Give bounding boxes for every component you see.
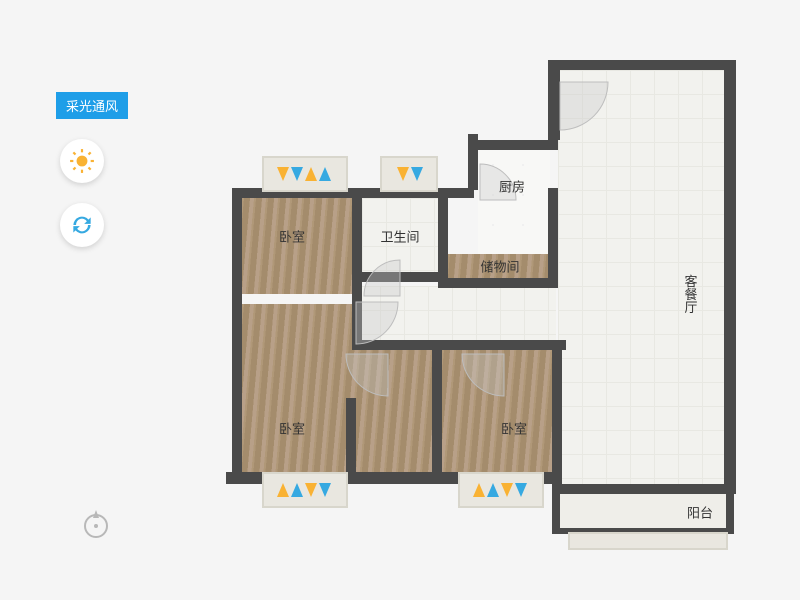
panel-label: 采光通风 — [56, 92, 128, 119]
room-balcony — [560, 494, 728, 528]
ventilation-arrows — [277, 483, 331, 497]
lighting-panel: 采光通风 — [56, 92, 128, 247]
wall — [548, 60, 734, 70]
door-icon — [480, 188, 481, 206]
sun-icon — [69, 148, 95, 174]
wall — [548, 60, 560, 140]
wall — [438, 188, 448, 280]
wall — [352, 340, 566, 350]
wall — [232, 398, 242, 472]
ventilation-arrows — [277, 167, 331, 181]
ventilation-arrows — [397, 167, 423, 181]
wall — [552, 484, 734, 494]
window-lintel — [568, 532, 728, 550]
room-bathroom — [362, 198, 440, 274]
refresh-icon — [69, 212, 95, 238]
wall — [552, 494, 560, 532]
wall — [548, 188, 558, 284]
wall — [432, 340, 442, 474]
wall — [468, 134, 478, 190]
door-icon — [388, 342, 389, 360]
wall — [552, 340, 562, 486]
wall — [232, 188, 242, 398]
room-living — [558, 70, 726, 486]
compass-icon — [80, 508, 112, 545]
floorplan-canvas: 采光通风 卧室卧室卧室卫生 — [0, 0, 800, 600]
door-icon — [560, 70, 561, 88]
door-icon — [356, 290, 357, 308]
wall — [438, 278, 558, 288]
wall — [346, 398, 356, 472]
door-icon — [400, 284, 401, 302]
room-storage — [448, 254, 550, 280]
sun-toggle[interactable] — [60, 139, 104, 183]
ventilation-toggle[interactable] — [60, 203, 104, 247]
wall — [726, 494, 734, 532]
door-icon — [504, 342, 505, 360]
room-bedroom-top — [242, 198, 354, 294]
wall — [724, 60, 736, 494]
ventilation-arrows — [473, 483, 527, 497]
wall — [468, 140, 558, 150]
